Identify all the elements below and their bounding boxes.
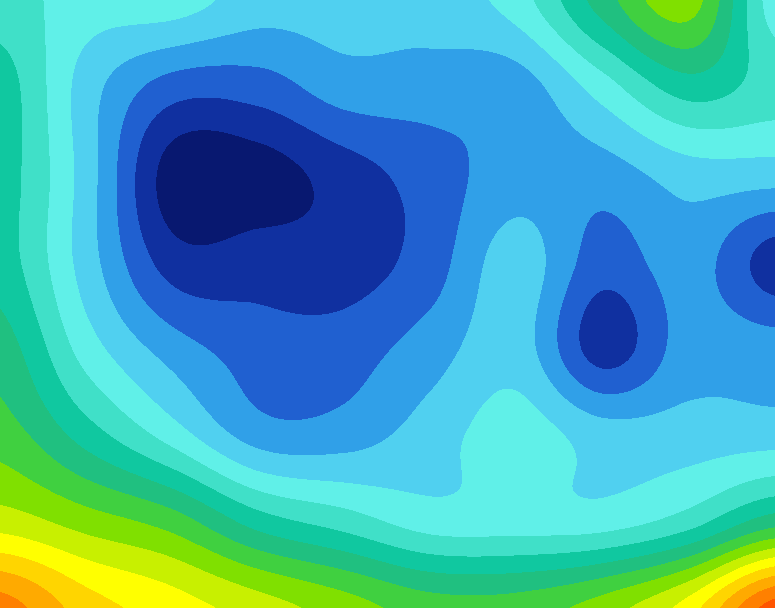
contour-plot-canvas (0, 0, 775, 608)
